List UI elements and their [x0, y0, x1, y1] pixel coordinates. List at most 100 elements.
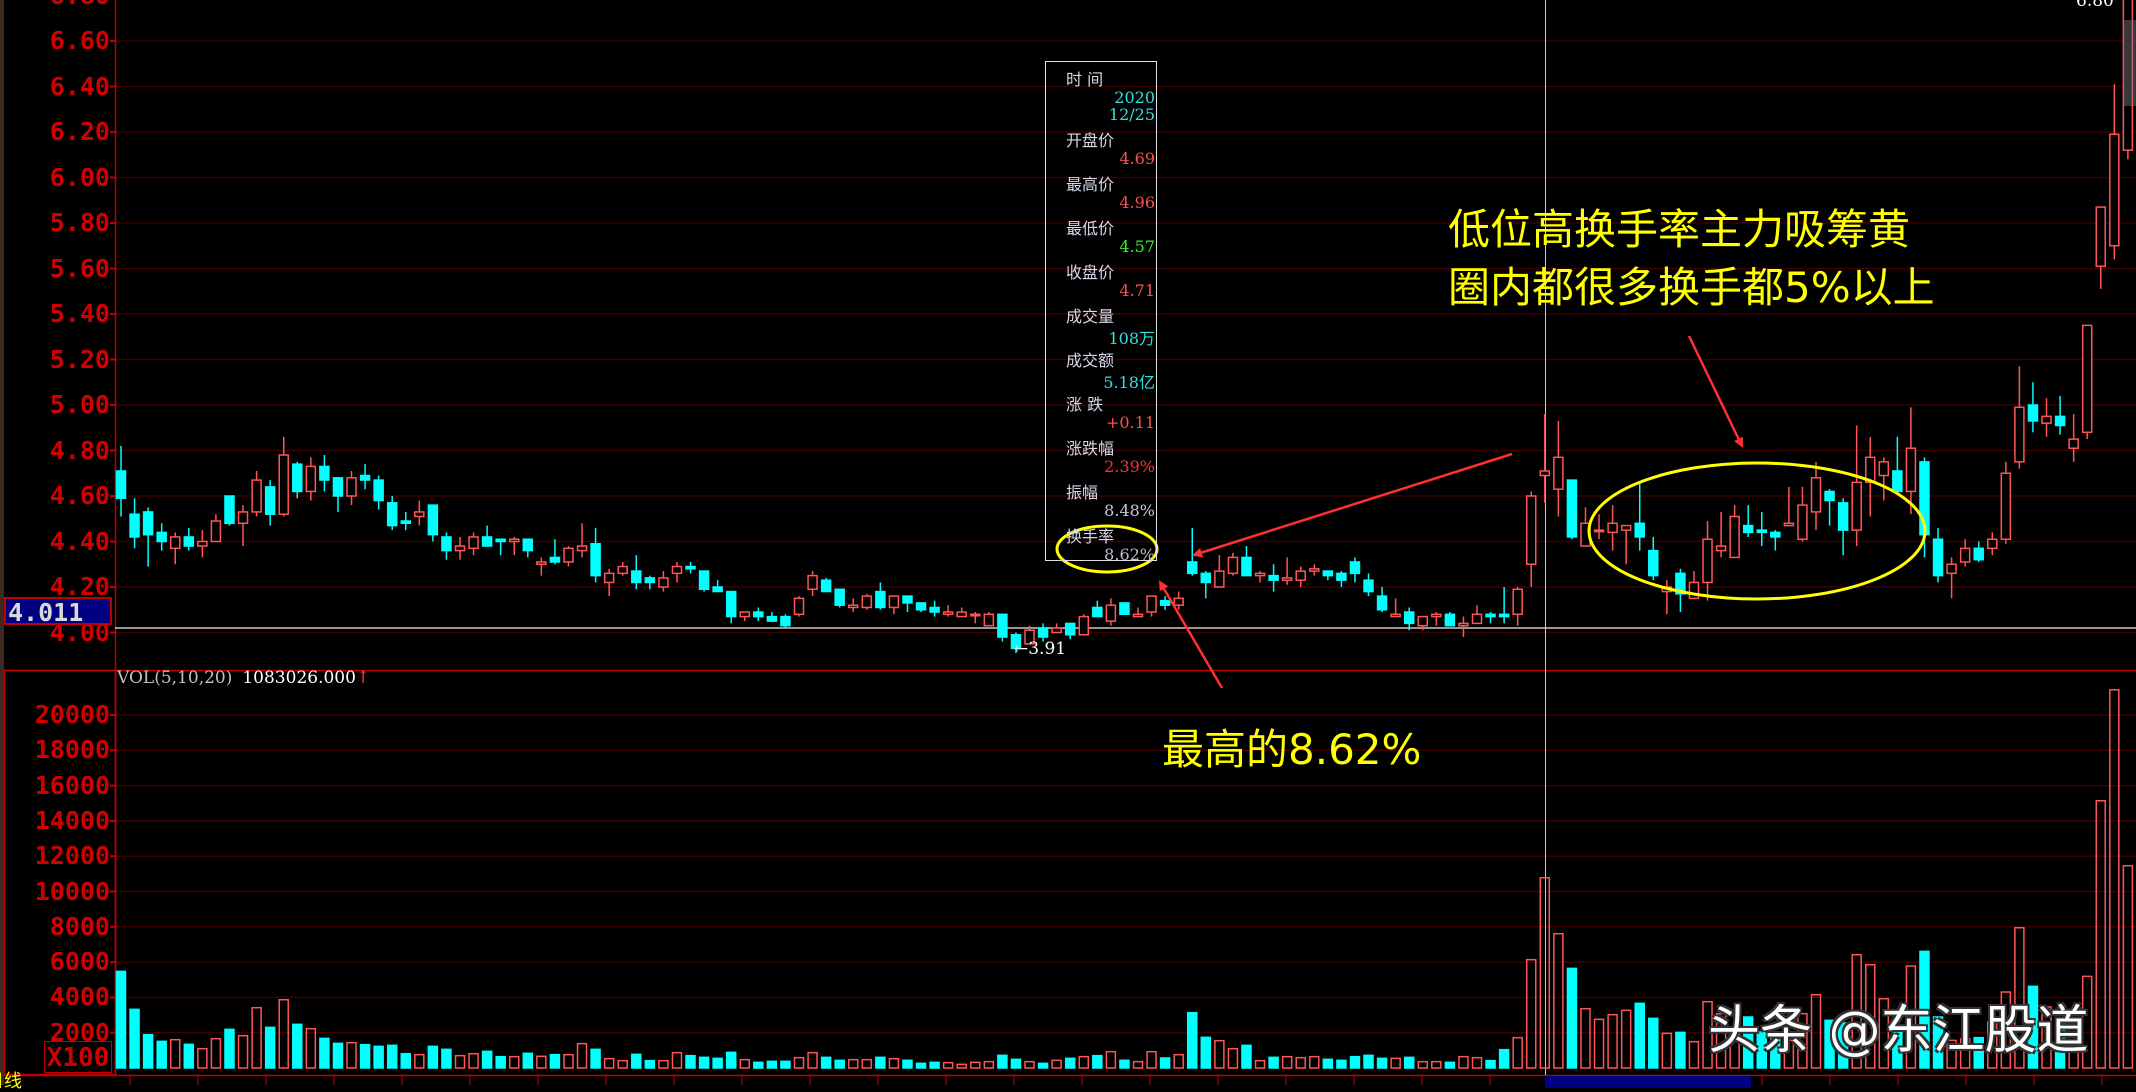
candle[interactable] [780, 614, 791, 628]
volume-bar[interactable] [2054, 1017, 2066, 1069]
volume-bar[interactable] [224, 1028, 235, 1069]
volume-bar[interactable] [1824, 1019, 1835, 1069]
volume-bar[interactable] [929, 1061, 940, 1069]
volume-bar[interactable] [1458, 1055, 1469, 1069]
candle[interactable] [1458, 616, 1469, 638]
candle[interactable] [1186, 527, 1198, 576]
scrollbar[interactable] [2123, 20, 2136, 106]
volume-bar[interactable] [780, 1060, 791, 1069]
candle[interactable] [495, 538, 506, 556]
volume-bar[interactable] [468, 1052, 479, 1069]
candle[interactable] [603, 568, 615, 597]
candle[interactable] [875, 582, 886, 610]
candle[interactable] [915, 602, 927, 613]
candle[interactable] [1268, 564, 1279, 592]
candle[interactable] [1173, 591, 1184, 610]
volume-bar[interactable] [305, 1027, 317, 1069]
candle[interactable] [319, 455, 330, 492]
candle[interactable] [1119, 602, 1130, 616]
candle[interactable] [1376, 587, 1388, 613]
volume-bar[interactable] [1485, 1059, 1496, 1069]
volume-bar[interactable] [1227, 1047, 1239, 1069]
volume-bar[interactable] [508, 1055, 520, 1069]
candle[interactable] [1987, 532, 1998, 556]
volume-bar[interactable] [1661, 1032, 1673, 1069]
volume-bar[interactable] [617, 1059, 628, 1069]
candle[interactable] [1281, 557, 1293, 585]
candle[interactable] [807, 571, 818, 597]
volume-bar[interactable] [1892, 1026, 1903, 1069]
candle[interactable] [427, 504, 439, 542]
volume-bar[interactable] [576, 1042, 588, 1069]
candle[interactable] [1254, 571, 1266, 583]
candle[interactable] [454, 536, 466, 560]
volume-bar[interactable] [278, 998, 289, 1069]
volume-bar[interactable] [1837, 1022, 1849, 1069]
volume-bar[interactable] [115, 970, 127, 1069]
candle[interactable] [739, 611, 751, 622]
candle[interactable] [1824, 489, 1835, 526]
volume-bar[interactable] [2122, 864, 2134, 1069]
candle[interactable] [1607, 505, 1618, 551]
candle[interactable] [251, 470, 262, 517]
volume-bar[interactable] [1376, 1057, 1388, 1069]
candle[interactable] [1648, 536, 1659, 581]
volume-bar[interactable] [197, 1047, 208, 1069]
candle[interactable] [698, 570, 710, 592]
candle[interactable] [685, 561, 696, 574]
volume-bar[interactable] [1173, 1053, 1184, 1069]
candle[interactable] [1959, 539, 1971, 567]
candle[interactable] [820, 577, 832, 593]
volume-bar[interactable] [1688, 1040, 1700, 1069]
volume-bar[interactable] [481, 1050, 493, 1069]
candle[interactable] [1471, 605, 1483, 625]
candle[interactable] [1444, 612, 1456, 627]
volume-bar[interactable] [1214, 1039, 1225, 1069]
candle[interactable] [1485, 612, 1496, 624]
candle[interactable] [725, 590, 737, 624]
volume-bar[interactable] [1105, 1050, 1117, 1069]
volume-bar[interactable] [1959, 1037, 1971, 1069]
volume-bar[interactable] [807, 1051, 818, 1069]
volume-bar[interactable] [1037, 1062, 1049, 1069]
volume-bar[interactable] [1254, 1059, 1266, 1069]
volume-bar[interactable] [1309, 1055, 1320, 1069]
volume-bar[interactable] [1878, 997, 1890, 1069]
candle[interactable] [766, 612, 778, 622]
candle[interactable] [292, 461, 303, 499]
volume-bar[interactable] [1742, 1016, 1754, 1069]
candle[interactable] [237, 505, 249, 547]
volume-bar[interactable] [414, 1053, 425, 1069]
candle[interactable] [671, 561, 683, 583]
candle[interactable] [1729, 505, 1740, 559]
candle[interactable] [1742, 505, 1754, 537]
volume-bar[interactable] [1064, 1057, 1076, 1069]
candle[interactable] [1932, 527, 1944, 583]
volume-bar[interactable] [1322, 1058, 1334, 1069]
volume-bar[interactable] [1390, 1057, 1401, 1069]
volume-bar[interactable] [1932, 1016, 1944, 1069]
candle[interactable] [1092, 600, 1103, 618]
volume-bar[interactable] [1770, 1036, 1781, 1069]
candle[interactable] [2027, 382, 2039, 433]
volume-bar[interactable] [590, 1048, 601, 1069]
volume-bar[interactable] [1973, 1036, 1984, 1069]
candle[interactable] [2109, 84, 2120, 260]
volume-bar[interactable] [712, 1057, 723, 1069]
candle[interactable] [1634, 482, 1645, 551]
volume-bar[interactable] [997, 1054, 1008, 1069]
candle[interactable] [1783, 486, 1795, 527]
volume-bar[interactable] [1620, 1009, 1632, 1069]
candle[interactable] [956, 607, 967, 618]
candle[interactable] [1864, 436, 1876, 517]
volume-bar[interactable] [603, 1057, 615, 1069]
candle[interactable] [590, 527, 601, 583]
volume-bar[interactable] [1146, 1050, 1157, 1069]
volume-bar[interactable] [1919, 950, 1930, 1069]
volume-bar[interactable] [495, 1055, 506, 1069]
candle[interactable] [332, 477, 344, 512]
candle[interactable] [1241, 546, 1252, 577]
volume-bar[interactable] [847, 1058, 859, 1069]
volume-bar[interactable] [2081, 975, 2093, 1069]
volume-bar[interactable] [441, 1048, 452, 1069]
